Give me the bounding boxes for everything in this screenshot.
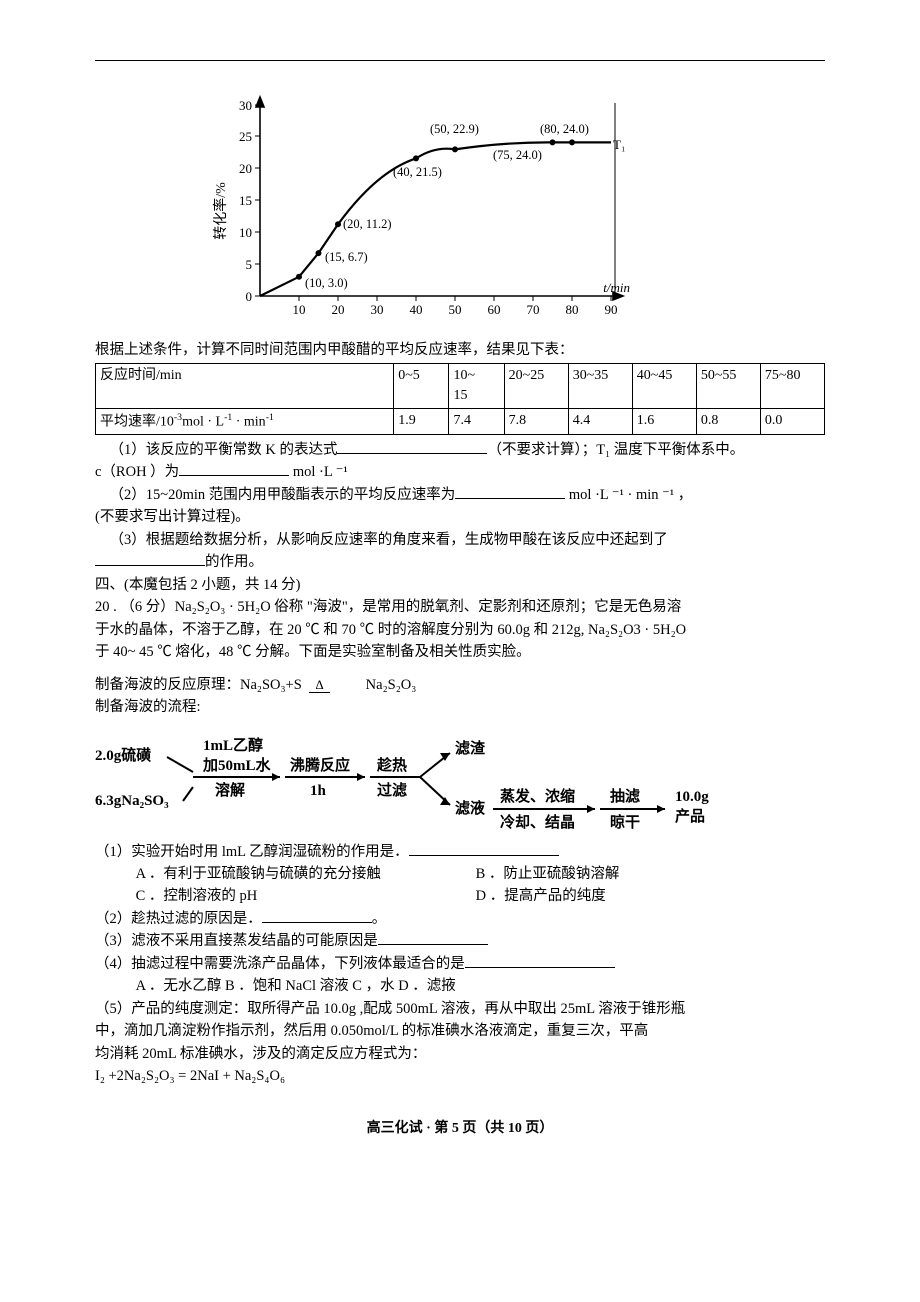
q3-line2: 的作用。 — [95, 551, 825, 573]
page-footer: 高三化试 · 第 5 页（共 10 页） — [95, 1118, 825, 1140]
q20-4-opts: A ．无水乙醇 B ．饱和 NaCl 溶液 C ，水 D ．滤掖 — [136, 975, 825, 997]
q2-line1: （2）15~20min 范围内用甲酸酯表示的平均反应速率为 mol ·L ⁻¹ … — [95, 484, 825, 506]
svg-text:10: 10 — [293, 302, 306, 317]
svg-text:6.3gNa₂SO₃: 6.3gNa₂SO₃ — [95, 793, 169, 809]
svg-text:(20, 11.2): (20, 11.2) — [343, 217, 392, 231]
rate-table: 反应时间/min 0~5 10~15 20~25 30~35 40~45 50~… — [95, 363, 825, 434]
p20-line3: 于 40~ 45 ℃ 熔化，48 ℃ 分解。下面是实验室制备及相关性质实脸。 — [95, 641, 825, 663]
svg-text:2.0g硫磺: 2.0g硫磺 — [95, 746, 151, 764]
q20-5d: I₂ +2Na₂S₂O₃ = 2NaI + Na₂S₄O₆ — [95, 1065, 825, 1087]
svg-text:溶解: 溶解 — [215, 781, 245, 799]
q20-2: （2）趁热过滤的原因是．。 — [95, 908, 825, 930]
svg-text:60: 60 — [488, 302, 501, 317]
svg-text:90: 90 — [605, 302, 618, 317]
q20-5c: 均消耗 20mL 标准碘水，涉及的滴定反应方程式为： — [95, 1043, 825, 1065]
svg-text:冷却、结晶: 冷却、结晶 — [500, 813, 575, 831]
q20-1-opts1: A ．有利于亚硫酸钠与硫磺的充分接触B ．防止亚硫酸钠溶解 — [136, 863, 825, 885]
q3-line1: （3）根据题给数据分析，从影响反应速率的角度来看，生成物甲酸在该反应中还起到了 — [95, 529, 825, 551]
svg-text:(50, 22.9): (50, 22.9) — [430, 122, 479, 136]
p20-line1: 20 . （6 分）Na₂S₂O₃ · 5H₂O 俗称 "海波"，是常用的脱氧剂… — [95, 596, 825, 618]
q1-line2: c（ROH ）为 mol ·L ⁻¹ — [95, 461, 825, 483]
svg-text:过滤: 过滤 — [377, 781, 407, 799]
svg-text:滤渣: 滤渣 — [455, 739, 486, 757]
conversion-rate-chart: 0 5 10 15 20 25 30 10 20 30 40 50 60 70 … — [205, 91, 635, 331]
svg-text:30: 30 — [371, 302, 384, 317]
row1-label: 反应时间/min — [96, 364, 394, 408]
reaction-eqn: 制备海波的反应原理：Na₂SO₃+S Δ Na₂S₂O₃ — [95, 674, 825, 696]
table-intro: 根据上述条件，计算不同时间范围内甲酸醋的平均反应速率，结果见下表： — [95, 339, 825, 361]
svg-text:10: 10 — [239, 225, 252, 240]
flow-diagram: 2.0g硫磺 6.3gNa₂SO₃ 1mL乙醇 加50mL水 溶解 沸腾反应 1… — [95, 725, 825, 835]
svg-text:20: 20 — [239, 161, 252, 176]
svg-text:40: 40 — [410, 302, 423, 317]
y-axis-label: 转化率/% — [212, 182, 229, 240]
svg-text:5: 5 — [246, 257, 253, 272]
svg-text:50: 50 — [449, 302, 462, 317]
svg-text:1h: 1h — [310, 783, 327, 799]
x-axis-label: t/min — [603, 280, 630, 295]
q20-5b: 中，滴加几滴淀粉作指示剂，然后用 0.050mol/L 的标准碘水洛液滴定，重复… — [95, 1020, 825, 1042]
row2-label: 平均速率/10-3mol · L-1 · min-1 — [96, 408, 394, 434]
svg-text:20: 20 — [332, 302, 345, 317]
q20-1-opts2: C ．控制溶液的 pHD ．提高产品的纯度 — [136, 885, 825, 907]
svg-text:产品: 产品 — [675, 807, 705, 825]
svg-text:滤液: 滤液 — [455, 799, 486, 817]
q2-line2: (不要求写出计算过程)。 — [95, 506, 825, 528]
svg-text:1mL乙醇: 1mL乙醇 — [203, 736, 263, 754]
q20-1: （1）实验开始时用 lmL 乙醇润湿硫粉的作用是． — [95, 841, 825, 863]
svg-text:趁热: 趁热 — [376, 756, 407, 774]
svg-text:0: 0 — [246, 289, 253, 304]
svg-text:蒸发、浓缩: 蒸发、浓缩 — [500, 787, 575, 805]
svg-text:(10, 3.0): (10, 3.0) — [305, 276, 348, 290]
svg-text:(75, 24.0): (75, 24.0) — [493, 148, 542, 162]
svg-text:15: 15 — [239, 193, 252, 208]
q20-3: （3）滤液不采用直接蒸发结晶的可能原因是 — [95, 930, 825, 952]
svg-text:25: 25 — [239, 129, 252, 144]
q20-5a: （5）产品的纯度测定：取所得产品 10.0g ,配成 500mL 溶液，再从中取… — [95, 998, 825, 1020]
svg-text:30: 30 — [239, 98, 252, 113]
svg-text:(80, 24.0): (80, 24.0) — [540, 122, 589, 136]
q1-line1: （1）该反应的平衡常数 K 的表达式（不要求计算）；T₁ 温度下平衡体系中。 — [95, 439, 825, 461]
svg-text:抽滤: 抽滤 — [610, 787, 640, 805]
p20-line2: 于水的晶体，不溶于乙醇，在 20 ℃ 和 70 ℃ 时的溶解度分别为 60.0g… — [95, 619, 825, 641]
svg-text:80: 80 — [566, 302, 579, 317]
curve-label: T₁ — [613, 137, 625, 152]
svg-text:沸腾反应: 沸腾反应 — [290, 756, 350, 774]
svg-text:(15, 6.7): (15, 6.7) — [325, 250, 368, 264]
svg-text:(40, 21.5): (40, 21.5) — [393, 165, 442, 179]
section-4-heading: 四、(本魔包括 2 小题，共 14 分) — [95, 574, 825, 596]
svg-text:10.0g: 10.0g — [675, 789, 709, 805]
q20-4: （4）抽滤过程中需要洗涤产品晶体，下列液体最适合的是 — [95, 953, 825, 975]
svg-text:加50mL水: 加50mL水 — [202, 756, 272, 774]
svg-text:70: 70 — [527, 302, 540, 317]
svg-text:晾干: 晾干 — [610, 813, 640, 831]
chart-svg: 0 5 10 15 20 25 30 10 20 30 40 50 60 70 … — [205, 91, 635, 331]
flow-label: 制备海波的流程: — [95, 696, 825, 718]
